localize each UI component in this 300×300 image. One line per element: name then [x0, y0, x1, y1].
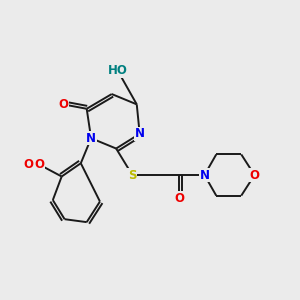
Text: N: N: [86, 132, 96, 145]
Text: N: N: [200, 169, 209, 182]
Text: O: O: [34, 158, 45, 171]
Text: HO: HO: [108, 64, 127, 77]
Text: O: O: [174, 192, 184, 205]
Text: O: O: [250, 169, 260, 182]
Text: N: N: [135, 127, 145, 140]
Text: S: S: [128, 169, 136, 182]
Text: O: O: [58, 98, 68, 111]
Text: O: O: [23, 158, 33, 171]
